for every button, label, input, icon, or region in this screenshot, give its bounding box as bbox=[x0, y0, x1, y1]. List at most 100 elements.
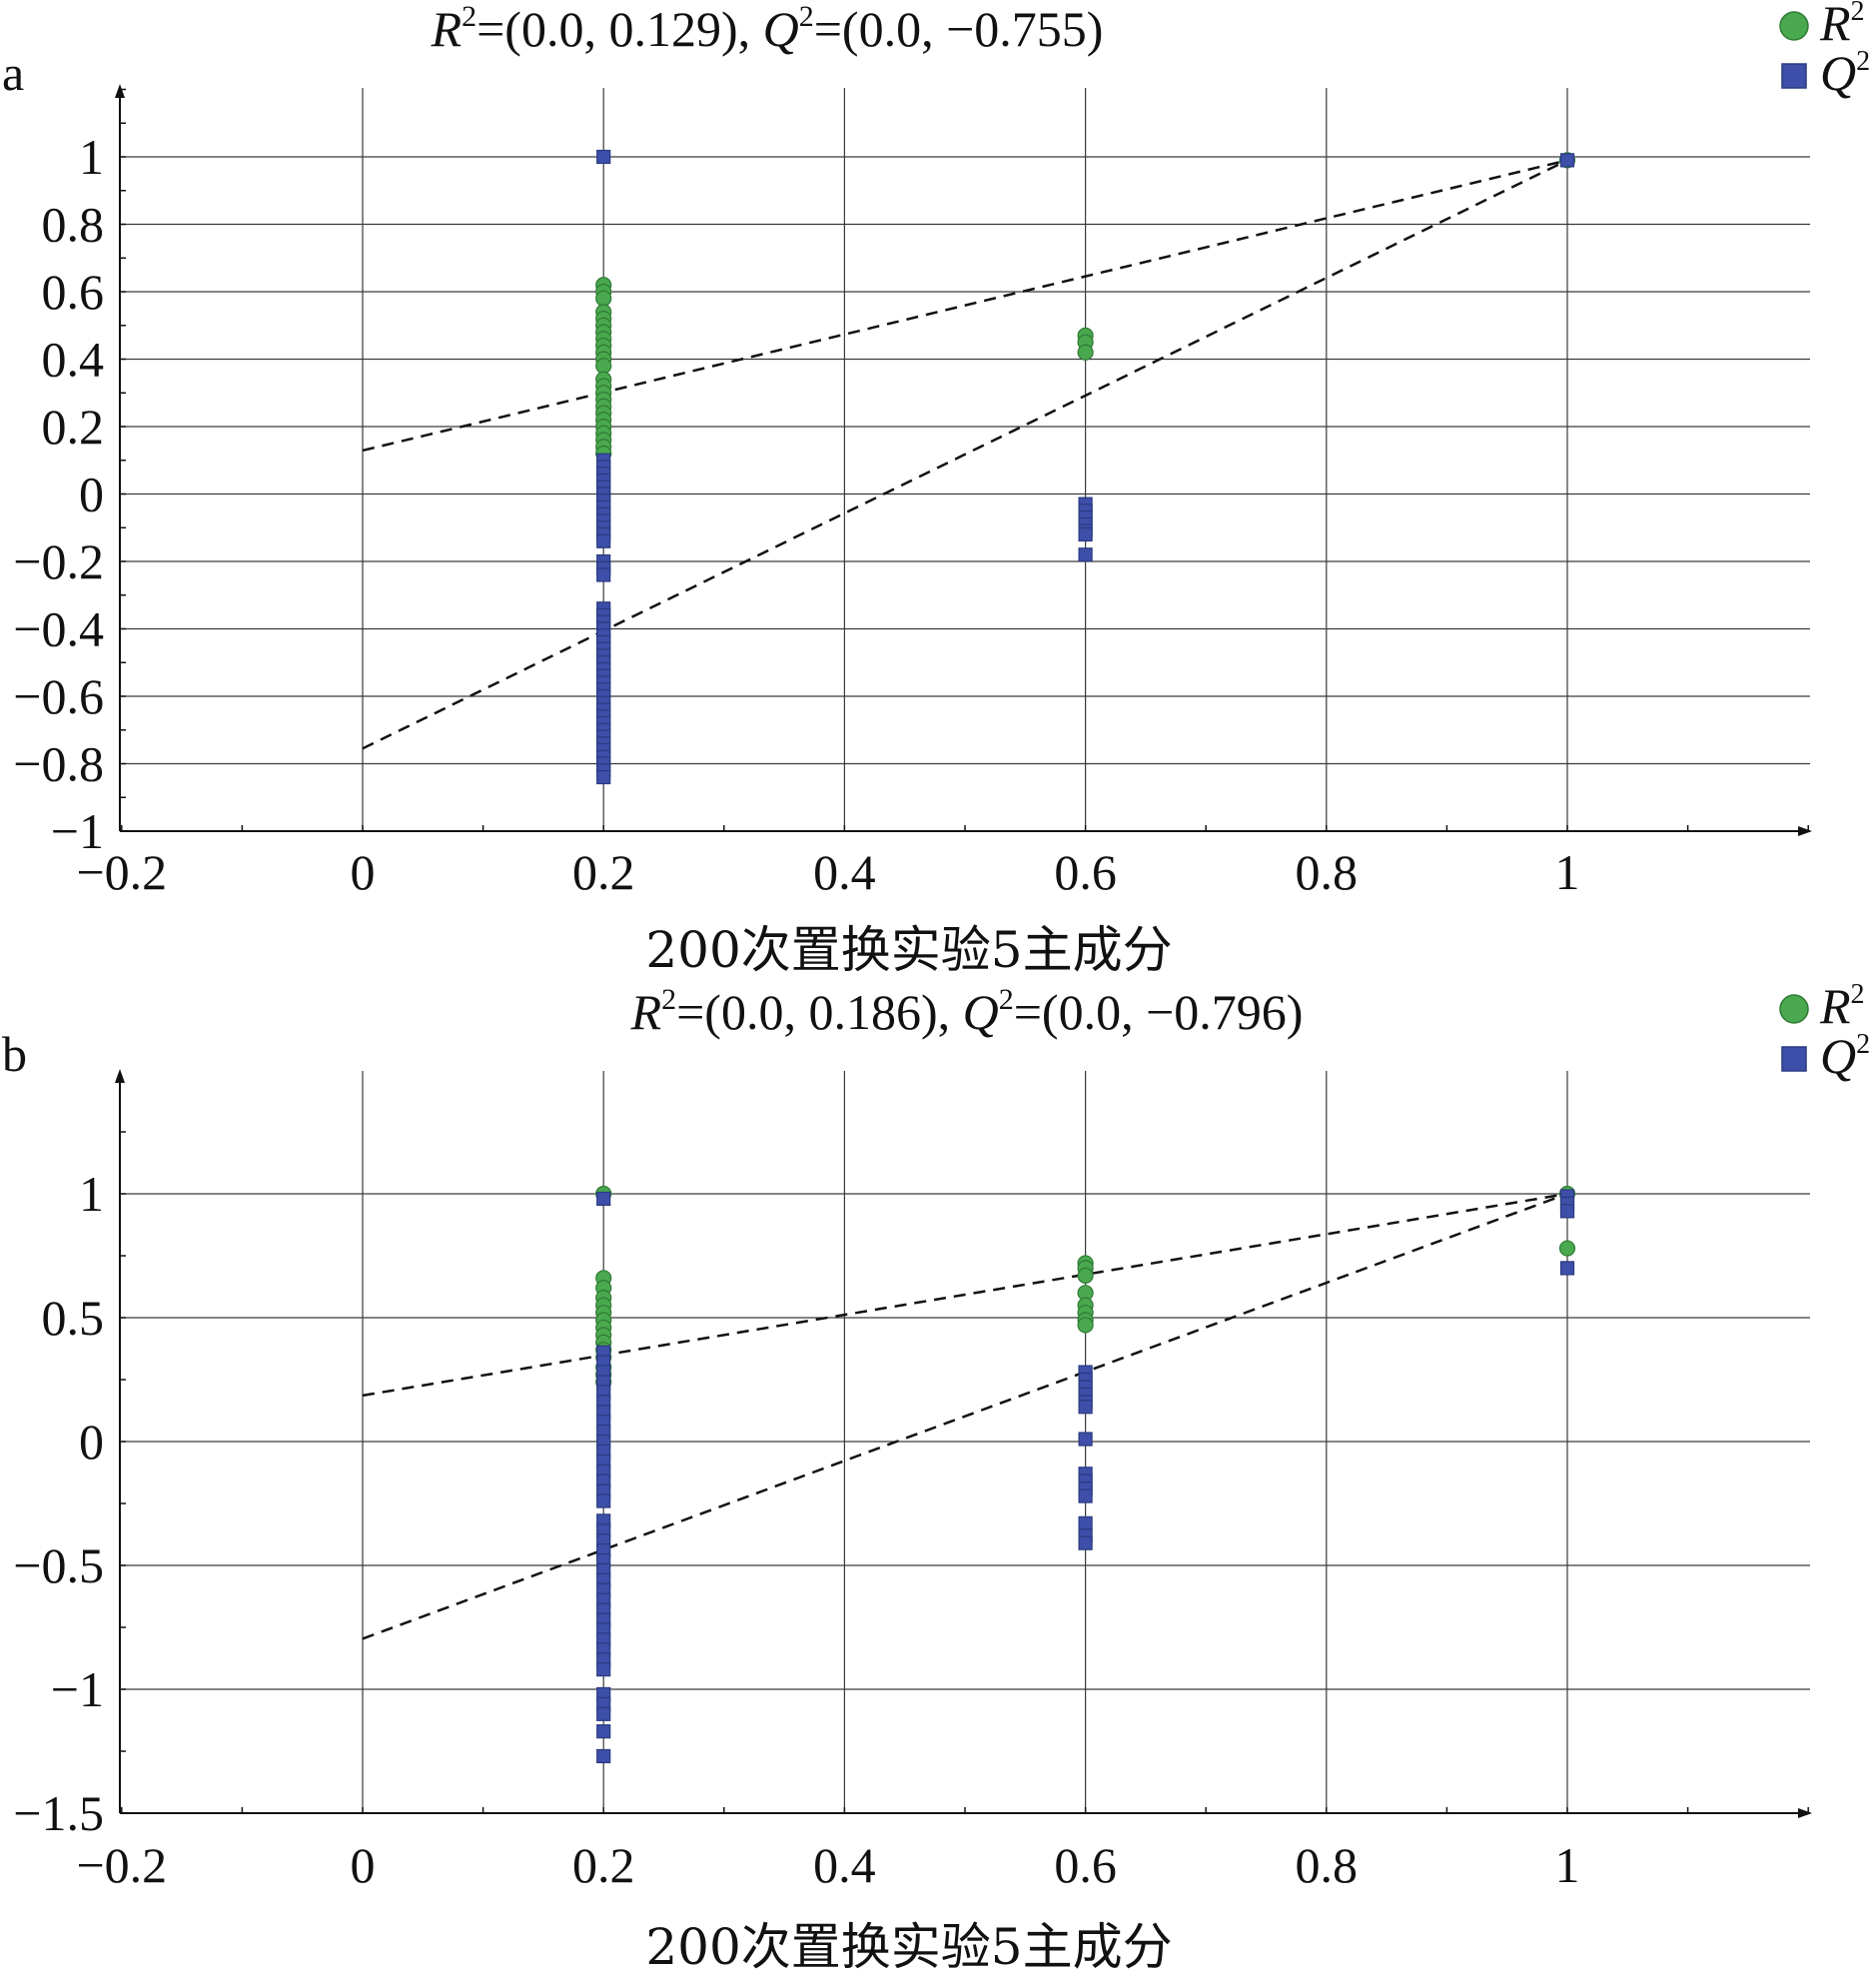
point-r2 bbox=[595, 290, 612, 307]
y-axis-arrow bbox=[115, 1069, 125, 1083]
title-q-label: Q bbox=[963, 984, 999, 1040]
y-tick-label: 0.5 bbox=[42, 1290, 105, 1346]
legend-r2-sup: 2 bbox=[1851, 979, 1865, 1010]
title-r-label: R bbox=[431, 1, 463, 57]
y-tick-label: 0 bbox=[79, 1414, 104, 1470]
grid bbox=[120, 1071, 1810, 1813]
x-tick-label: 0.6 bbox=[1054, 1837, 1117, 1893]
x-tick-label: −0.2 bbox=[76, 1837, 167, 1893]
regression-line-r2 bbox=[362, 1192, 1568, 1398]
point-r2 bbox=[1077, 1267, 1094, 1284]
legend-q2-label: Q2 bbox=[1820, 45, 1870, 101]
y-tick-label: −0.6 bbox=[13, 668, 104, 724]
series-r2 bbox=[595, 152, 1576, 463]
panel-a: a R2=(0.0, 0.129), Q2=(0.0, −0.755) 200次… bbox=[2, 0, 1870, 979]
point-q2 bbox=[1078, 1515, 1093, 1530]
point-q2 bbox=[596, 1706, 611, 1721]
point-q2 bbox=[1078, 1400, 1093, 1415]
point-r2 bbox=[1077, 1317, 1094, 1334]
point-q2 bbox=[1559, 1261, 1575, 1276]
regression-line-q2 bbox=[362, 1192, 1568, 1640]
regression-lines bbox=[362, 1192, 1568, 1640]
x-tick-label: 0.4 bbox=[813, 1837, 876, 1893]
title-q-text: =(0.0, −0.755) bbox=[814, 1, 1104, 57]
point-q2 bbox=[1078, 1432, 1093, 1447]
x-tick-label: 0.2 bbox=[572, 844, 635, 900]
x-tick-label: 0.8 bbox=[1296, 1837, 1359, 1893]
y-tick-label: 0.4 bbox=[42, 332, 105, 388]
minor-ticks bbox=[120, 88, 1809, 831]
point-q2 bbox=[596, 1493, 611, 1508]
x-tick-label: 0 bbox=[351, 1837, 376, 1893]
y-tick-label: −1 bbox=[51, 1661, 104, 1717]
y-axis-arrow bbox=[115, 84, 125, 98]
point-q2 bbox=[1559, 1204, 1575, 1219]
x-tick-label: 1 bbox=[1555, 844, 1580, 900]
y-tick-label: −0.8 bbox=[13, 736, 104, 792]
series-r2 bbox=[595, 1185, 1576, 1391]
legend: R2 Q2 bbox=[1779, 0, 1870, 101]
x-axis-arrow bbox=[1798, 1808, 1812, 1818]
point-q2 bbox=[596, 567, 611, 582]
title-q-sup: 2 bbox=[999, 983, 1014, 1016]
legend-r2-marker bbox=[1779, 11, 1809, 41]
point-q2 bbox=[596, 1662, 611, 1677]
legend-r2-label: R2 bbox=[1819, 978, 1865, 1034]
y-tick-label: 0.2 bbox=[42, 399, 105, 455]
point-q2 bbox=[1559, 153, 1575, 168]
point-q2 bbox=[1078, 1535, 1093, 1550]
axes bbox=[115, 84, 1812, 836]
title-q-sup: 2 bbox=[799, 0, 814, 33]
y-tick-label: −1.5 bbox=[13, 1785, 104, 1841]
point-q2 bbox=[596, 1748, 611, 1764]
legend-r2-marker bbox=[1779, 994, 1809, 1024]
point-r2 bbox=[1077, 344, 1094, 361]
legend-q2-label: Q2 bbox=[1820, 1028, 1870, 1084]
y-tick-label: −0.5 bbox=[13, 1537, 104, 1593]
axes bbox=[115, 1069, 1812, 1818]
legend-r2-text: R bbox=[1819, 978, 1851, 1034]
legend-q2-text: Q bbox=[1820, 1028, 1856, 1084]
point-q2 bbox=[1078, 547, 1093, 562]
chart-title: R2=(0.0, 0.186), Q2=(0.0, −0.796) bbox=[630, 983, 1304, 1040]
chart-title: R2=(0.0, 0.129), Q2=(0.0, −0.755) bbox=[431, 0, 1104, 57]
series-q2 bbox=[596, 149, 1575, 785]
x-tick-label: 1 bbox=[1555, 1837, 1580, 1893]
legend-q2-marker bbox=[1781, 63, 1807, 89]
legend-r2-label: R2 bbox=[1819, 0, 1865, 51]
legend-r2-text: R bbox=[1819, 0, 1851, 51]
title-q-text: =(0.0, −0.796) bbox=[1014, 984, 1304, 1040]
y-tick-label: 0.8 bbox=[42, 197, 105, 253]
y-tick-label: 0.6 bbox=[42, 264, 105, 320]
legend-q2-text: Q bbox=[1820, 45, 1856, 101]
title-q-label: Q bbox=[763, 1, 799, 57]
minor-ticks bbox=[120, 1131, 1809, 1813]
panel-b: b R2=(0.0, 0.186), Q2=(0.0, −0.796) 200次… bbox=[2, 978, 1870, 1976]
legend-q2-sup: 2 bbox=[1856, 1029, 1870, 1060]
point-q2 bbox=[596, 769, 611, 785]
regression-line-q2 bbox=[362, 159, 1568, 750]
y-tick-label: 0 bbox=[79, 467, 104, 522]
x-tick-label: 0.2 bbox=[572, 1837, 635, 1893]
legend-r2-sup: 2 bbox=[1851, 0, 1865, 27]
x-axis-arrow bbox=[1798, 826, 1812, 836]
panel-label: a bbox=[2, 45, 24, 101]
y-tick-label: −0.4 bbox=[13, 601, 104, 657]
title-r-text: =(0.0, 0.186), bbox=[676, 984, 963, 1040]
title-r-sup: 2 bbox=[661, 983, 676, 1016]
title-r-label: R bbox=[630, 984, 662, 1040]
panel-label: b bbox=[2, 1026, 27, 1082]
point-q2 bbox=[596, 1724, 611, 1739]
y-tick-label: 1 bbox=[79, 1166, 104, 1222]
legend-q2-marker bbox=[1781, 1046, 1807, 1072]
point-r2 bbox=[1558, 1240, 1576, 1257]
regression-line-r2 bbox=[362, 159, 1568, 453]
point-r2 bbox=[595, 358, 612, 375]
tick-labels: −0.2 0 0.2 0.4 0.6 0.8 1 −1 −0.8 −0.6 −0.4 −0.2 0 0.2… bbox=[13, 129, 1579, 900]
title-r-text: =(0.0, 0.129), bbox=[476, 1, 763, 57]
point-q2 bbox=[1078, 1488, 1093, 1503]
x-tick-label: −0.2 bbox=[76, 844, 167, 900]
x-tick-label: 0.4 bbox=[813, 844, 876, 900]
point-q2 bbox=[596, 1191, 611, 1207]
